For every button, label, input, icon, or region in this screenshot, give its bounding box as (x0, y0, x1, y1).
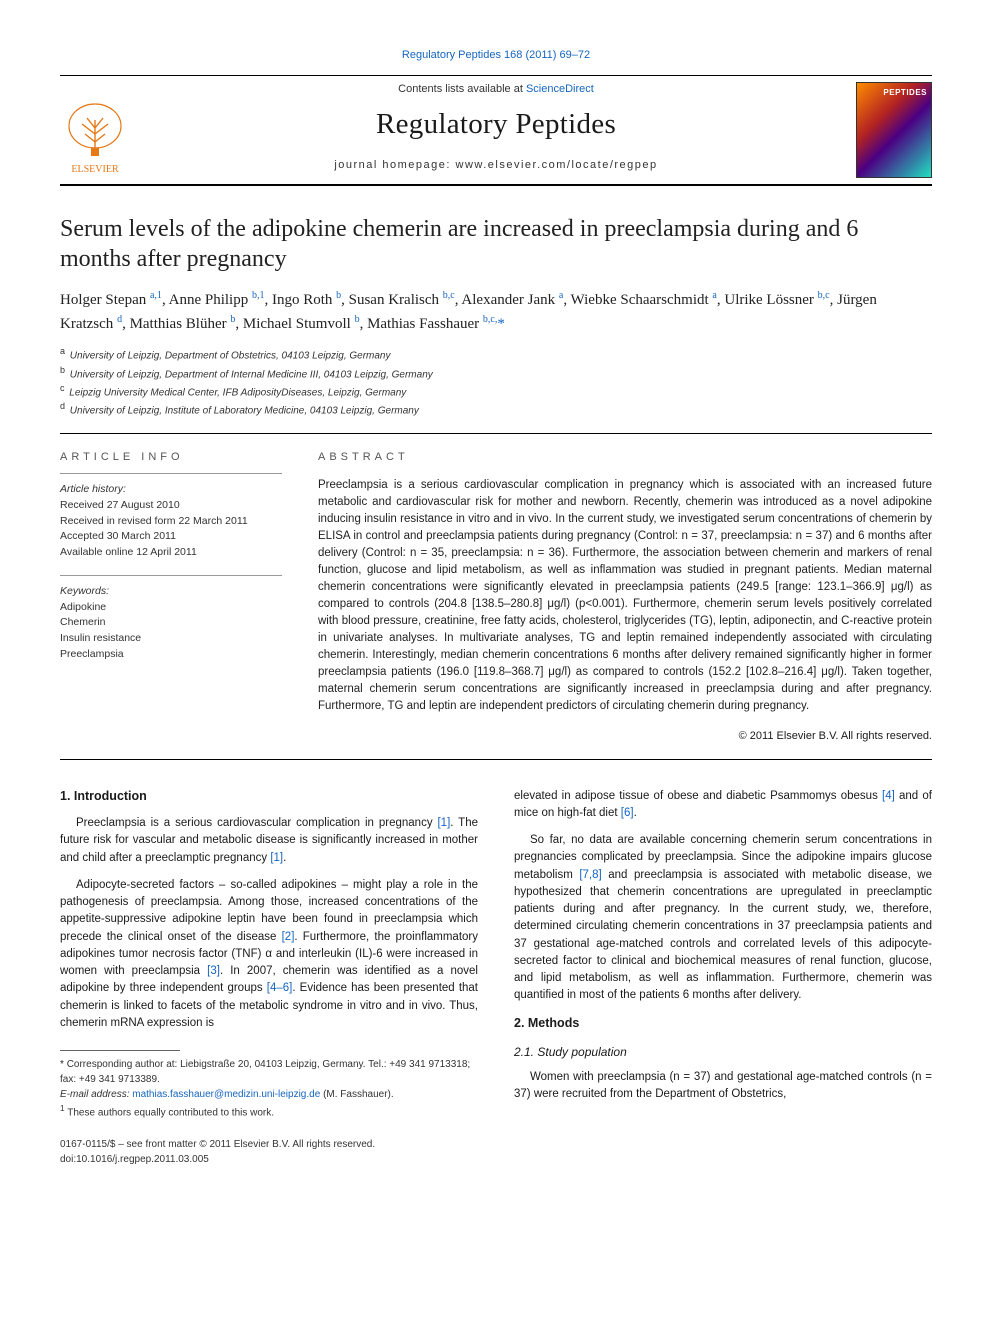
doi-line: doi:10.1016/j.regpep.2011.03.005 (60, 1152, 478, 1167)
equal-contribution-note: 1 These authors equally contributed to t… (60, 1102, 478, 1120)
email-link[interactable]: mathias.fasshauer@medizin.uni-leipzig.de (132, 1089, 320, 1100)
paragraph: elevated in adipose tissue of obese and … (514, 788, 932, 823)
abstract-column: ABSTRACT Preeclampsia is a serious cardi… (318, 450, 932, 745)
history-label: Article history: (60, 482, 282, 498)
history-line: Available online 12 April 2011 (60, 545, 282, 561)
equal-text: These authors equally contributed to thi… (67, 1108, 274, 1119)
body-column-right: elevated in adipose tissue of obese and … (514, 788, 932, 1167)
affiliation: c Leipzig University Medical Center, IFB… (60, 382, 932, 400)
section-heading-methods: 2. Methods (514, 1015, 932, 1033)
front-matter-line: 0167-0115/$ – see front matter © 2011 El… (60, 1137, 478, 1152)
paragraph: Preeclampsia is a serious cardiovascular… (60, 815, 478, 867)
sciencedirect-link[interactable]: ScienceDirect (526, 83, 594, 95)
keywords-block: Keywords: AdipokineChemerinInsulin resis… (60, 584, 282, 663)
affiliation: b University of Leipzig, Department of I… (60, 364, 932, 382)
body-column-left: 1. Introduction Preeclampsia is a seriou… (60, 788, 478, 1167)
email-name: (M. Fasshauer). (323, 1089, 394, 1100)
paragraph: Adipocyte-secreted factors – so-called a… (60, 877, 478, 1032)
keyword: Chemerin (60, 615, 282, 631)
journal-citation-link[interactable]: Regulatory Peptides 168 (2011) 69–72 (402, 49, 590, 61)
divider (60, 759, 932, 760)
homepage-prefix: journal homepage: (334, 159, 455, 171)
masthead: ELSEVIER Contents lists available at Sci… (60, 75, 932, 186)
divider (60, 433, 932, 434)
page-footer: 0167-0115/$ – see front matter © 2011 El… (60, 1137, 478, 1167)
article-info-column: ARTICLE INFO Article history: Received 2… (60, 450, 282, 745)
svg-text:ELSEVIER: ELSEVIER (71, 164, 119, 175)
publisher-logo-area: ELSEVIER (60, 76, 150, 184)
article-info-heading: ARTICLE INFO (60, 450, 282, 465)
paragraph: So far, no data are available concerning… (514, 832, 932, 1005)
article-history: Article history: Received 27 August 2010… (60, 482, 282, 561)
subsection-heading: 2.1. Study population (514, 1044, 932, 1061)
footnotes: * Corresponding author at: Liebigstraße … (60, 1050, 478, 1120)
keyword: Adipokine (60, 600, 282, 616)
contents-available-line: Contents lists available at ScienceDirec… (150, 82, 842, 97)
abstract-text: Preeclampsia is a serious cardiovascular… (318, 477, 932, 715)
history-line: Received in revised form 22 March 2011 (60, 514, 282, 530)
affiliation: d University of Leipzig, Institute of La… (60, 400, 932, 418)
email-label: E-mail address: (60, 1089, 129, 1100)
section-heading-introduction: 1. Introduction (60, 788, 478, 806)
journal-citation[interactable]: Regulatory Peptides 168 (2011) 69–72 (60, 48, 932, 63)
paragraph: Women with preeclampsia (n = 37) and ges… (514, 1069, 932, 1104)
affiliations: a University of Leipzig, Department of O… (60, 345, 932, 418)
corr-text: Corresponding author at: Liebigstraße 20… (60, 1059, 470, 1085)
history-line: Received 27 August 2010 (60, 498, 282, 514)
author-list: Holger Stepan a,1, Anne Philipp b,1, Ing… (60, 288, 932, 335)
email-note: E-mail address: mathias.fasshauer@medizi… (60, 1087, 478, 1102)
journal-name: Regulatory Peptides (150, 104, 842, 145)
keyword: Preeclampsia (60, 647, 282, 663)
journal-cover-thumbnail: PEPTIDES (856, 82, 932, 178)
affiliation: a University of Leipzig, Department of O… (60, 345, 932, 363)
abstract-heading: ABSTRACT (318, 450, 932, 465)
article-title: Serum levels of the adipokine chemerin a… (60, 214, 932, 274)
elsevier-tree-icon: ELSEVIER (60, 98, 130, 178)
journal-homepage: journal homepage: www.elsevier.com/locat… (150, 158, 842, 173)
keywords-label: Keywords: (60, 584, 282, 600)
keyword: Insulin resistance (60, 631, 282, 647)
contents-prefix: Contents lists available at (398, 83, 526, 95)
homepage-url[interactable]: www.elsevier.com/locate/regpep (456, 159, 658, 171)
corresponding-author-note: * Corresponding author at: Liebigstraße … (60, 1057, 478, 1087)
history-line: Accepted 30 March 2011 (60, 529, 282, 545)
abstract-copyright: © 2011 Elsevier B.V. All rights reserved… (318, 729, 932, 744)
cover-label: PEPTIDES (883, 87, 927, 98)
